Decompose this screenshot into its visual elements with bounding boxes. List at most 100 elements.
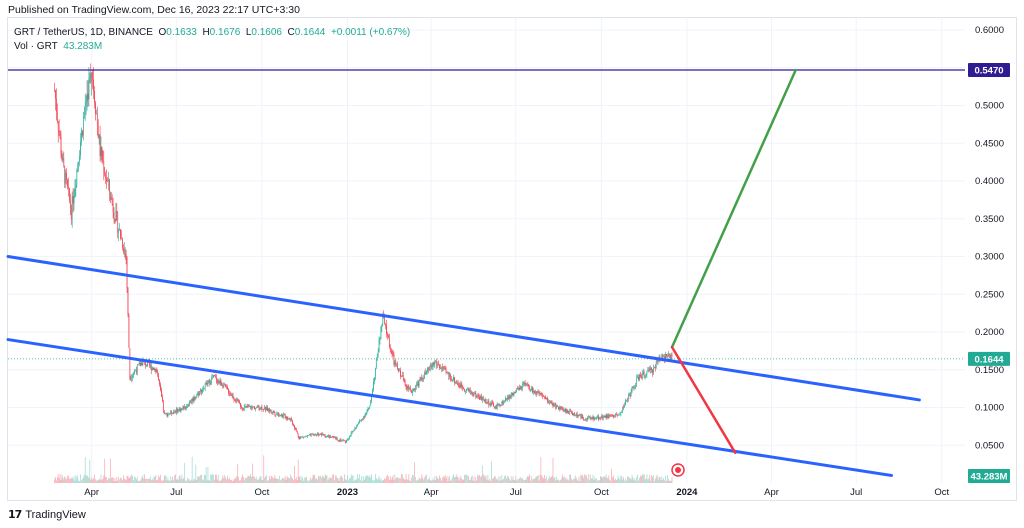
candle-body bbox=[71, 195, 73, 220]
volume-bar bbox=[154, 476, 156, 483]
volume-bar bbox=[535, 476, 537, 483]
volume-bar bbox=[420, 478, 422, 483]
candle-body bbox=[576, 413, 578, 416]
candle-body bbox=[106, 178, 107, 181]
candle-body bbox=[123, 249, 125, 252]
volume-bar bbox=[507, 476, 509, 483]
candle-body bbox=[457, 383, 459, 386]
candle-body bbox=[322, 433, 324, 435]
volume-bar bbox=[522, 479, 524, 483]
candle-body bbox=[100, 147, 102, 157]
volume-bar bbox=[349, 478, 351, 483]
candle-body bbox=[75, 184, 77, 188]
volume-bar bbox=[515, 476, 517, 483]
volume-bar bbox=[151, 478, 153, 483]
y-tick-label: 0.1500 bbox=[975, 365, 1004, 376]
x-tick-label: Jul bbox=[850, 487, 862, 498]
candle-body bbox=[72, 195, 74, 204]
volume-bar bbox=[593, 479, 595, 483]
volume-bar bbox=[153, 476, 155, 483]
candle-body bbox=[555, 403, 557, 409]
candle-body bbox=[105, 175, 106, 179]
volume-bar bbox=[149, 478, 150, 483]
volume-bar bbox=[574, 475, 576, 483]
candle-body bbox=[510, 395, 512, 398]
candle-body bbox=[595, 418, 597, 420]
volume-bar bbox=[654, 480, 655, 483]
candle-body bbox=[247, 406, 249, 408]
volume-bar bbox=[292, 478, 293, 483]
candle-body bbox=[488, 400, 490, 406]
candle-body bbox=[357, 423, 359, 426]
volume-bar bbox=[220, 480, 222, 483]
chart-frame[interactable] bbox=[7, 17, 1017, 501]
volume-bar bbox=[557, 479, 558, 483]
candle-body bbox=[81, 130, 82, 142]
volume-bar bbox=[69, 479, 71, 483]
candle-body bbox=[536, 391, 538, 395]
candle-body bbox=[493, 403, 494, 407]
candle-body bbox=[480, 396, 481, 400]
volume-bar bbox=[139, 480, 141, 483]
candle-body bbox=[375, 358, 377, 368]
volume-bar bbox=[364, 477, 366, 483]
candle-body bbox=[326, 436, 328, 437]
candle-body bbox=[468, 388, 469, 391]
candle-body bbox=[531, 387, 532, 390]
candle-body bbox=[73, 196, 75, 204]
volume-bar bbox=[634, 478, 636, 483]
candle-body bbox=[532, 387, 533, 393]
candle-body bbox=[366, 411, 368, 413]
candle-body bbox=[180, 408, 182, 411]
symbol-label[interactable]: GRT / TetherUS, 1D, BINANCE bbox=[14, 27, 153, 38]
volume-bar bbox=[570, 474, 571, 483]
candle-body bbox=[381, 324, 383, 327]
candle-body bbox=[486, 402, 488, 404]
candle-body bbox=[312, 433, 314, 435]
candle-body bbox=[551, 402, 553, 404]
candle-body bbox=[630, 391, 632, 397]
candle-body bbox=[518, 387, 519, 390]
volume-bar bbox=[270, 476, 272, 483]
volume-bar bbox=[294, 466, 295, 483]
volume-bar bbox=[615, 480, 617, 483]
candle-body bbox=[613, 415, 614, 417]
volume-bar bbox=[667, 478, 669, 483]
candle-body bbox=[485, 399, 487, 403]
volume-bar bbox=[135, 477, 136, 483]
candle-body bbox=[481, 397, 483, 401]
candle-body bbox=[114, 219, 116, 222]
volume-bar bbox=[197, 476, 199, 483]
candle-body bbox=[650, 367, 651, 371]
volume-bar bbox=[650, 480, 651, 483]
volume-bar bbox=[480, 476, 481, 483]
tradingview-logo-icon[interactable]: 17 bbox=[8, 508, 22, 521]
candle-body bbox=[124, 249, 126, 254]
candlestick-series bbox=[54, 63, 673, 444]
brand-name[interactable]: TradingView bbox=[25, 508, 86, 521]
candle-body bbox=[67, 180, 68, 187]
candle-body bbox=[278, 413, 279, 416]
candle-body bbox=[548, 402, 550, 404]
volume-bar bbox=[617, 475, 619, 483]
candle-body bbox=[239, 401, 240, 404]
volume-histogram bbox=[54, 455, 673, 483]
candle-body bbox=[597, 416, 598, 418]
volume-bar bbox=[186, 480, 187, 483]
candle-body bbox=[494, 406, 495, 408]
volume-bar bbox=[212, 474, 213, 483]
volume-bar bbox=[379, 479, 381, 483]
candle-body bbox=[60, 137, 62, 155]
volume-bar bbox=[505, 475, 506, 483]
volume-bar bbox=[512, 476, 514, 483]
volume-bar bbox=[463, 479, 465, 483]
candle-body bbox=[594, 419, 596, 420]
candle-body bbox=[363, 416, 365, 418]
candle-body bbox=[534, 390, 535, 394]
candle-body bbox=[300, 436, 302, 438]
volume-label[interactable]: Vol · GRT bbox=[14, 41, 58, 52]
volume-bar bbox=[530, 480, 532, 483]
candle-body bbox=[472, 393, 474, 395]
volume-bar bbox=[215, 474, 217, 483]
